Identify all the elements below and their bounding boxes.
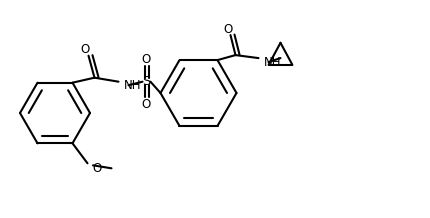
Text: O: O <box>81 43 90 56</box>
Text: NH: NH <box>123 79 141 92</box>
Text: O: O <box>142 98 151 111</box>
Text: O: O <box>224 23 233 36</box>
Text: O: O <box>92 162 102 175</box>
Text: S: S <box>142 75 150 88</box>
Text: O: O <box>142 53 151 66</box>
Text: NH: NH <box>264 56 281 69</box>
